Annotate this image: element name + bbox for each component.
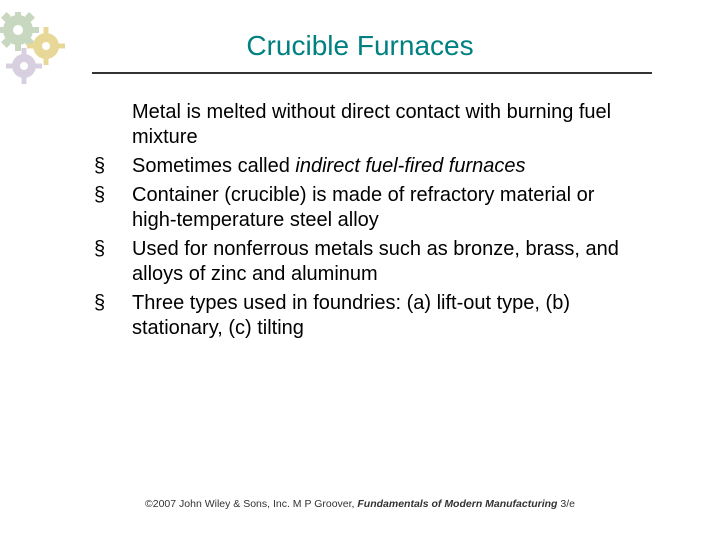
bullet-text-pre: Three types used in foundries: (a) lift‑… — [132, 292, 570, 339]
bullet-text-pre: Container (crucible) is made of refracto… — [132, 184, 594, 231]
bullet-text-pre: Used for nonferrous metals such as bronz… — [132, 238, 619, 285]
title-underline — [92, 72, 652, 74]
bullet-item: Container (crucible) is made of refracto… — [92, 183, 652, 233]
bullet-text-pre: Sometimes called — [132, 155, 295, 177]
bullet-list: Sometimes called indirect fuel‑fired fur… — [92, 154, 652, 341]
footer-book-title: Fundamentals of Modern Manufacturing — [357, 498, 557, 510]
slide-body: Metal is melted without direct contact w… — [92, 100, 652, 345]
footer-copyright: ©2007 John Wiley & Sons, Inc. M P Groove… — [145, 498, 357, 510]
slide: Crucible Furnaces Metal is melted withou… — [0, 0, 720, 540]
bullet-item: Three types used in foundries: (a) lift‑… — [92, 291, 652, 341]
lead-paragraph: Metal is melted without direct contact w… — [92, 100, 652, 150]
slide-title: Crucible Furnaces — [0, 30, 720, 62]
bullet-item: Used for nonferrous metals such as bronz… — [92, 237, 652, 287]
bullet-item: Sometimes called indirect fuel‑fired fur… — [92, 154, 652, 179]
bullet-text-italic: indirect fuel‑fired furnaces — [295, 155, 525, 177]
slide-footer: ©2007 John Wiley & Sons, Inc. M P Groove… — [0, 498, 720, 510]
footer-edition: 3/e — [557, 498, 575, 510]
